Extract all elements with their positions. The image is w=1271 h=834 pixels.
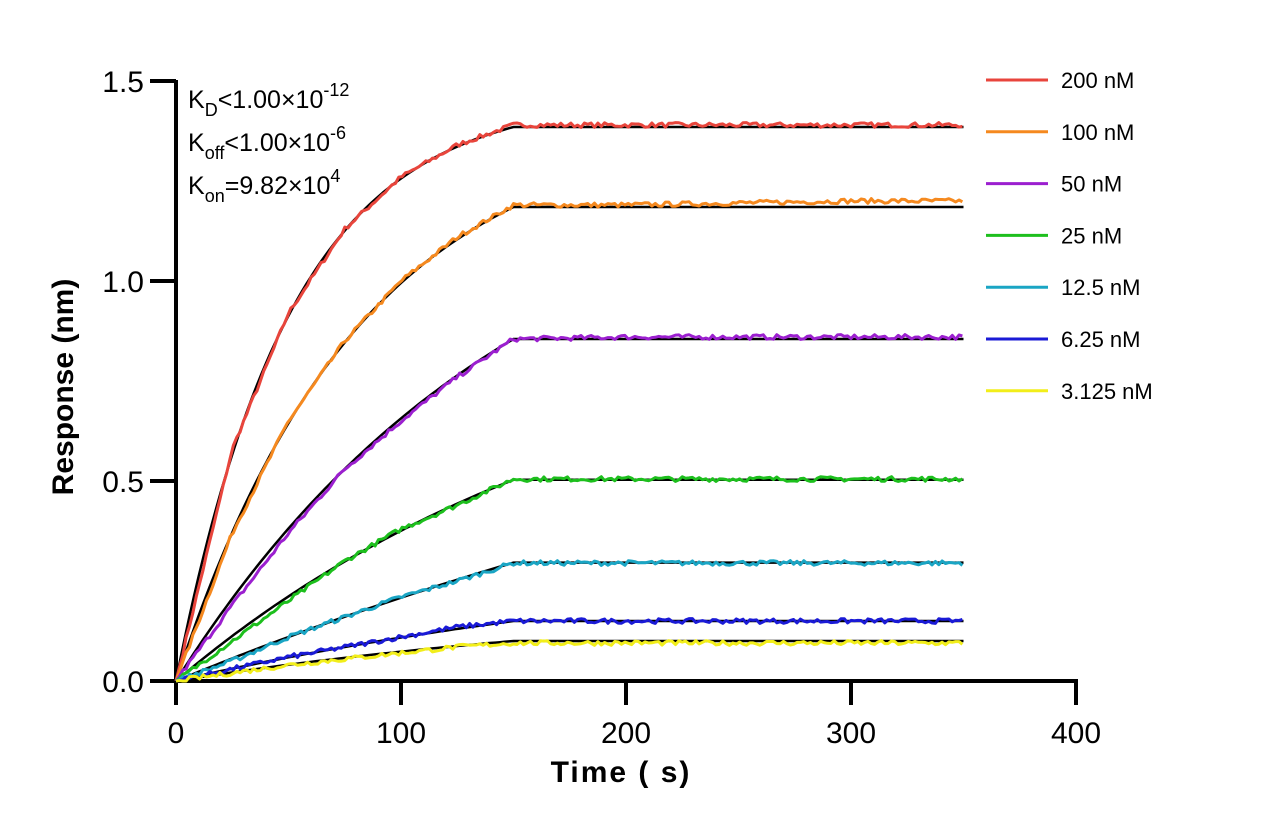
constant-exponent: -12 [323,80,349,100]
series-line-50-nM [174,333,963,682]
series-line-12-5-nM [175,559,964,683]
kinetic-constant-text: Koff<1.00×10-6 [188,123,346,163]
x-tick-label: 300 [826,717,876,750]
constant-symbol: K [188,86,205,114]
constant-subscript: on [205,186,225,206]
data-series [174,121,964,683]
y-tick-label: 1.0 [102,266,144,299]
kinetic-constant-text: KD<1.00×10-12 [188,80,349,120]
fit-line-200-nM [174,125,964,682]
y-tick-label: 0.5 [102,466,144,499]
x-tick-label: 400 [1051,717,1101,750]
constant-symbol: K [188,172,205,200]
x-tick-label: 200 [601,717,651,750]
constant-value: <1.00×10 [218,86,324,114]
legend: 200 nM 100 nM 50 nM 25 nM 12.5 nM 6.25 nM 3.12… [986,68,1153,404]
legend-label: 50 nM [1061,172,1122,197]
fit-line-6-25-nM [175,619,964,683]
constant-subscript: D [205,100,218,120]
legend-label: 25 nM [1061,223,1122,248]
axes: 0.0 0.5 1.0 1.5 0 100 200 300 400 Time ( s) Respon… [47,66,1101,789]
y-tick-label: 0.0 [102,666,144,699]
legend-label: 200 nM [1061,68,1134,93]
legend-label: 3.125 nM [1061,379,1153,404]
y-axis-title: Response (nm) [47,279,80,496]
fit-curves [174,125,964,683]
constant-value: <1.00×10 [224,129,330,157]
y-tick-label: 1.5 [102,66,144,99]
legend-label: 6.25 nM [1061,327,1141,352]
fit-line-100-nM [174,205,964,682]
constant-subscript: off [205,143,226,163]
constant-exponent: -6 [330,123,346,143]
series-line-100-nM [174,197,964,682]
constant-exponent: 4 [330,166,340,186]
fit-line-25-nM [175,478,964,682]
series-line-3-125-nM [175,639,964,683]
kinetic-constant-text: Kon=9.82×104 [188,166,340,206]
series-line-25-nM [175,475,964,683]
series-line-6-25-nM [175,617,963,683]
legend-label: 100 nM [1061,120,1134,145]
constant-symbol: K [188,129,205,157]
x-tick-label: 0 [168,717,185,750]
x-tick-label: 100 [376,717,426,750]
constant-value: =9.82×10 [225,172,331,200]
fit-line-50-nM [174,337,964,682]
series-line-200-nM [174,121,963,682]
legend-label: 12.5 nM [1061,275,1141,300]
x-axis-title: Time ( s) [551,756,692,789]
fit-line-3-125-nM [175,639,964,683]
